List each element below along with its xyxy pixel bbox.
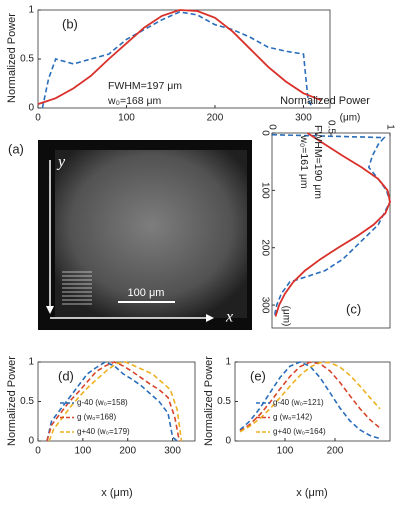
panel-label: (c) [346, 301, 361, 316]
x-axis-title: x (μm) [101, 487, 132, 499]
panel-label: (a) [8, 141, 24, 156]
y-axis-title: Normalized Power [6, 356, 18, 446]
y-tick-label: 0.5 [20, 396, 34, 407]
x-tick-label: 100 [75, 446, 92, 457]
y-tick-label: 1 [28, 5, 34, 16]
y-tick-label: 0 [28, 436, 34, 447]
x-axis-name: x [225, 309, 233, 326]
data-line [239, 361, 381, 432]
data-line [41, 11, 314, 109]
legend-label: g-40 (w₀=158) [77, 398, 128, 407]
x-tick-label: 0 [266, 124, 277, 130]
stripe-pattern [62, 271, 92, 305]
camera-image [38, 140, 252, 330]
y-arrowhead [46, 306, 54, 314]
legend-label: g (w₀=168) [77, 413, 116, 422]
y-tick-label: 100 [259, 182, 270, 199]
axes-box [37, 9, 331, 109]
data-line [239, 361, 381, 433]
y-tick-label: 1 [225, 357, 231, 368]
legend-label: g-40 (w₀=121) [273, 398, 324, 407]
data-line [271, 133, 391, 317]
annotation: FWHM=197 μm [108, 80, 182, 92]
data-line [37, 9, 322, 105]
x-axis-title: Normalized Power [280, 95, 370, 107]
x-tick-label: 0 [35, 446, 41, 457]
x-unit-label: (μm) [340, 113, 361, 124]
y-tick-label: 0.5 [217, 396, 231, 407]
y-tick-label: 0 [225, 436, 231, 447]
y-tick-label: 1 [28, 357, 34, 368]
x-arrowhead [206, 314, 214, 322]
annotation: FWHM=190 μm [312, 125, 324, 199]
x-tick-label: 300 [164, 446, 181, 457]
x-tick-label: 0 [35, 113, 41, 124]
x-tick-label: 0.5 [325, 120, 336, 134]
y-tick-label: 300 [259, 297, 270, 314]
x-tick-label: 200 [327, 446, 344, 457]
legend-label: g (w₀=142) [273, 413, 312, 422]
y-tick-label: 0.5 [20, 54, 34, 65]
y-tick-label: 0 [28, 103, 34, 114]
x-axis-title: x (μm) [296, 487, 327, 499]
x-tick-label: 1 [384, 124, 395, 130]
x-tick-label: 300 [295, 113, 312, 124]
y-axis-title: Normalized Power [203, 356, 215, 446]
data-line [46, 361, 181, 442]
legend-label: g+40 (w₀=179) [77, 427, 130, 436]
y-axis-title: Normalized Power [6, 13, 18, 103]
annotation: w₀=168 μm [107, 95, 162, 107]
x-tick-label: 100 [118, 113, 135, 124]
x-tick-label: 100 [277, 446, 294, 457]
y-tick-label: 200 [259, 239, 270, 256]
panel-label: (e) [250, 368, 266, 383]
x-tick-label: 200 [119, 446, 136, 457]
y-tick-label: 0 [259, 130, 270, 136]
data-line [46, 361, 178, 442]
x-tick-label: 200 [207, 113, 224, 124]
scale-bar-label: 100 μm [128, 287, 165, 299]
y-unit-label: (μm) [280, 306, 291, 327]
data-line [274, 132, 391, 317]
y-axis-name: y [56, 154, 66, 171]
legend-label: g+40 (w₀=164) [273, 427, 326, 436]
beam-spot [55, 150, 247, 318]
annotation: w₀=161 μm [298, 134, 310, 189]
panel-label: (b) [62, 16, 78, 31]
panel-label: (d) [58, 368, 74, 383]
axes-box [271, 132, 391, 329]
